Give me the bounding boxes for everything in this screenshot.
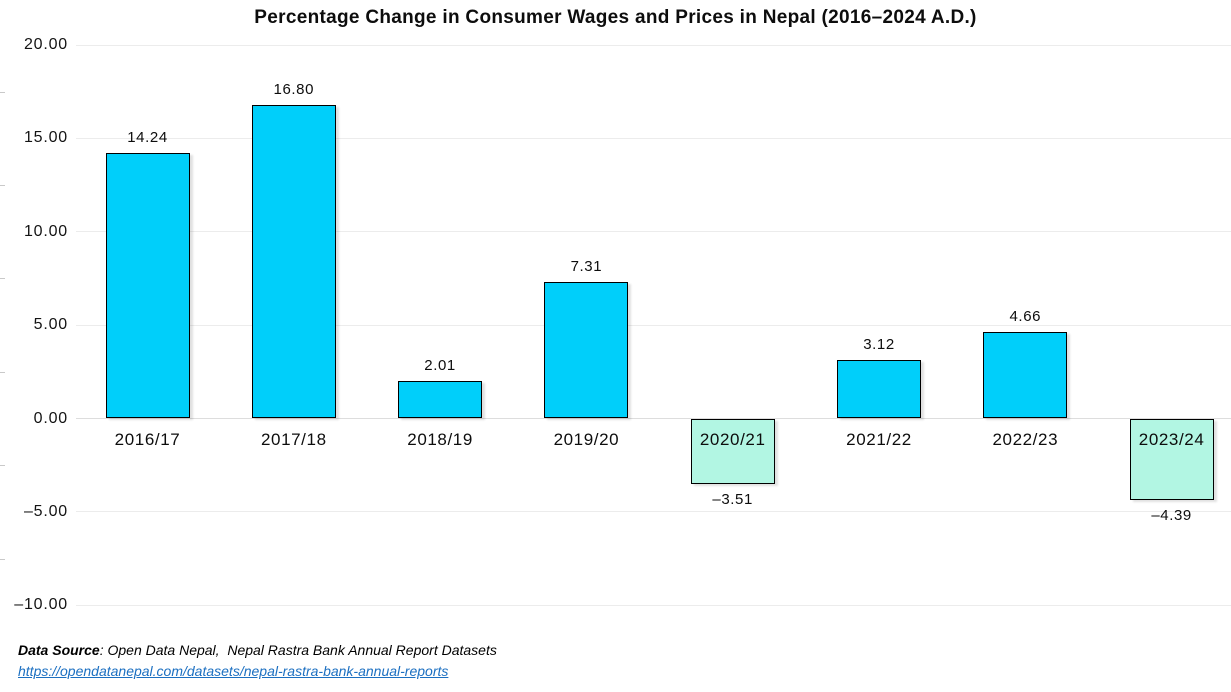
bar-2016-17 — [105, 152, 190, 419]
bar-value-label: 16.80 — [273, 80, 315, 98]
gridline-y-15 — [76, 137, 1231, 139]
chart-title: Percentage Change in Consumer Wages and … — [254, 7, 977, 28]
bar-value-label: 7.31 — [570, 258, 603, 276]
bar-value-label: 2.01 — [424, 356, 456, 374]
gridline-y-10 — [76, 231, 1231, 233]
gridline-y--5 — [76, 511, 1231, 513]
gridline-y-20 — [76, 44, 1231, 46]
bar-2019-20 — [544, 282, 629, 419]
y-axis-tick-label: 10.00 — [23, 222, 68, 240]
bar-2021-22 — [837, 360, 921, 419]
y-axis-minor-tick — [0, 91, 5, 93]
y-axis-tick-label: 5.00 — [33, 316, 68, 334]
y-axis-tick-label: 20.00 — [23, 36, 68, 54]
x-axis-category-label: 2017/18 — [260, 430, 327, 449]
data-source-text: : Open Data Nepal, Nepal Rastra Bank Ann… — [99, 642, 497, 658]
y-axis-minor-tick — [0, 185, 5, 187]
gridline-y-5 — [76, 324, 1231, 326]
y-axis-minor-tick — [0, 371, 5, 373]
x-axis-category-label: 2019/20 — [553, 430, 620, 449]
y-axis-tick-label: –10.00 — [14, 596, 68, 614]
data-source-line: Data Source: Open Data Nepal, Nepal Rast… — [18, 640, 497, 661]
gridline-y-0 — [76, 418, 1231, 419]
data-source-footer: Data Source: Open Data Nepal, Nepal Rast… — [18, 640, 497, 682]
x-axis-category-label: 2016/17 — [114, 430, 181, 449]
bar-value-label: 3.12 — [863, 336, 895, 354]
bar-2020-21 — [690, 418, 775, 485]
x-axis-category-label: 2021/22 — [846, 430, 912, 449]
y-axis-tick-label: 15.00 — [23, 129, 68, 147]
bar-value-label: –4.39 — [1151, 507, 1192, 525]
y-axis-minor-tick — [0, 465, 5, 467]
x-axis-category-label: 2018/19 — [407, 430, 473, 449]
bar-value-label: –3.51 — [712, 491, 753, 509]
bar-value-label: 4.66 — [1009, 307, 1042, 325]
x-axis-category-label: 2022/23 — [992, 430, 1059, 449]
data-source-label: Data Source — [18, 642, 100, 658]
y-axis-minor-tick — [0, 278, 5, 280]
data-source-link[interactable]: https://opendatanepal.com/datasets/nepal… — [18, 663, 449, 679]
bar-value-label: 14.24 — [127, 128, 168, 146]
y-axis-minor-tick — [0, 558, 5, 560]
bar-2022-23 — [983, 331, 1068, 419]
bar-2023-24 — [1129, 418, 1214, 501]
bar-2018-19 — [398, 380, 483, 419]
bar-2017-18 — [251, 104, 336, 419]
x-axis-category-label: 2023/24 — [1138, 430, 1205, 449]
gridline-y--10 — [76, 604, 1231, 606]
y-axis-tick-label: 0.00 — [33, 409, 68, 427]
x-axis-category-label: 2020/21 — [699, 430, 766, 449]
y-axis-tick-label: –5.00 — [23, 502, 68, 520]
